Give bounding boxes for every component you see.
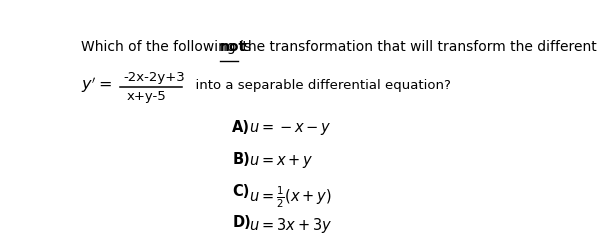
Text: A): A) <box>233 120 251 135</box>
Text: $u = \frac{1}{2}(x + y)$: $u = \frac{1}{2}(x + y)$ <box>249 184 331 210</box>
Text: x+y-5: x+y-5 <box>127 90 166 103</box>
Text: B): B) <box>233 152 250 167</box>
Text: $y' = $: $y' = $ <box>81 75 112 95</box>
Text: D): D) <box>233 215 251 231</box>
Text: $u = -x - y$: $u = -x - y$ <box>249 121 331 137</box>
Text: C): C) <box>233 183 250 199</box>
Text: into a separable differential equation?: into a separable differential equation? <box>187 78 451 91</box>
Text: the transformation that will transform the differential equation: the transformation that will transform t… <box>239 40 598 54</box>
Text: not: not <box>220 40 246 54</box>
Text: Which of the following is: Which of the following is <box>81 40 255 54</box>
Text: $u = 3x + 3y$: $u = 3x + 3y$ <box>249 216 332 235</box>
Text: -2x-2y+3: -2x-2y+3 <box>123 71 185 84</box>
Text: $u = x + y$: $u = x + y$ <box>249 153 313 169</box>
